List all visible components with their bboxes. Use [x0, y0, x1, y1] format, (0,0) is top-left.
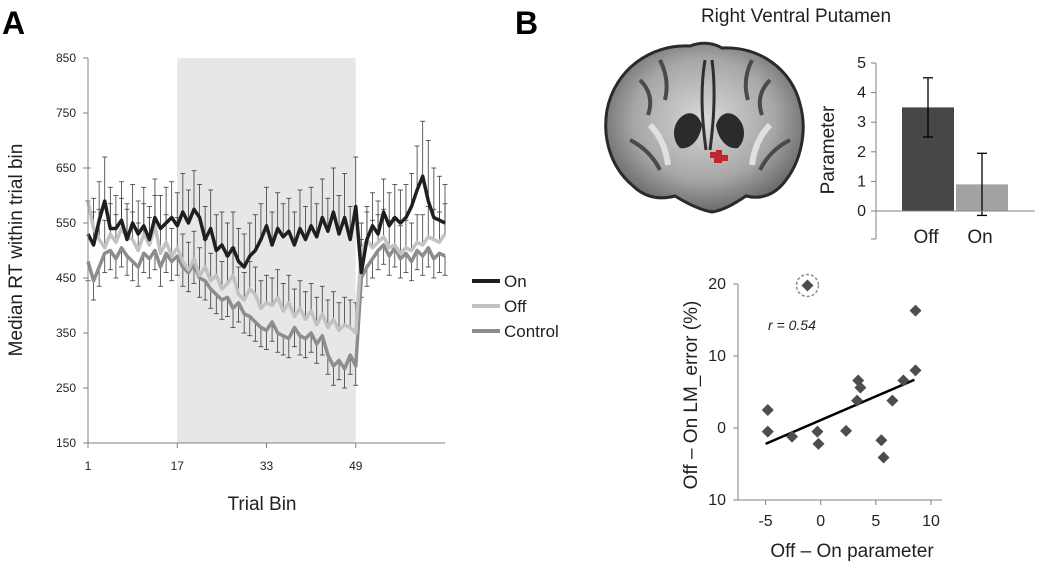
legend: On Off Control: [472, 272, 559, 341]
scatter-point: [786, 430, 799, 443]
scatter-y-tick-label: 10: [708, 492, 726, 509]
scatter-point: [909, 304, 922, 317]
x-tick-label: 17: [171, 459, 185, 473]
bar-y-tick-label: 0: [857, 203, 866, 220]
bar-y-tick-label: 2: [857, 144, 866, 161]
scatter-point: [909, 364, 922, 377]
y-tick-label: 150: [56, 436, 76, 450]
y-tick-label: 650: [56, 161, 76, 175]
y-tick-label: 550: [56, 216, 76, 230]
y-tick-label: 350: [56, 326, 76, 340]
scatter-point-outlier: [801, 279, 814, 292]
x-tick-label: 33: [260, 459, 274, 473]
scatter-point: [877, 451, 890, 464]
y-axis-label: Median RT within trial bin: [6, 144, 27, 357]
bar-y-tick-label: 1: [857, 173, 866, 190]
scatter-point: [886, 394, 899, 407]
series-line-on: [86, 174, 446, 275]
scatter-x-tick-label: -5: [758, 513, 772, 530]
x-axis-label: Trial Bin: [228, 494, 297, 515]
scatter-point: [812, 437, 825, 450]
scatter-x-tick-label: 0: [816, 513, 825, 530]
scatter-point: [761, 404, 774, 416]
legend-label-off: Off: [504, 297, 527, 316]
scatter-x-tick-label: 10: [922, 513, 940, 530]
scatter-x-axis-label: Off – On parameter: [770, 541, 934, 562]
panel-letter-a: A: [2, 5, 25, 41]
series-line-off: [86, 200, 447, 335]
bar-category-label: On: [967, 227, 992, 248]
regression-line: [765, 378, 915, 445]
bar-y-tick-label: 4: [857, 85, 866, 102]
bar-y-axis-label: Parameter: [818, 105, 839, 194]
rt-line-chart: 150 250 350 450 550 650 750 850 1 17 33 49 Median R…: [6, 51, 559, 515]
scatter-y-tick-label: 20: [708, 276, 726, 293]
x-tick-label: 1: [85, 459, 92, 473]
scatter-point: [875, 434, 888, 447]
y-tick-label: 450: [56, 271, 76, 285]
y-tick-label: 250: [56, 381, 76, 395]
scatter-points: [761, 279, 922, 464]
scatter-point: [851, 394, 864, 407]
parameter-bar-chart: Off On 0 1 2 3 4 5 Parameter: [818, 55, 1035, 248]
x-tick-label: 49: [349, 459, 363, 473]
bar-y-tick-label: 3: [857, 114, 866, 131]
bar-category-label: Off: [914, 227, 940, 248]
correlation-annotation: r = 0.54: [768, 317, 816, 333]
roi-highlight: [710, 152, 716, 158]
panel-b-title: Right Ventral Putamen: [701, 6, 891, 27]
panel-letter-b: B: [515, 5, 538, 41]
shaded-block-region: [177, 58, 356, 443]
legend-label-on: On: [504, 272, 527, 291]
scatter-y-axis-label: Off – On LM_error (%): [681, 301, 702, 490]
y-tick-label: 750: [56, 106, 76, 120]
scatter-y-tick-label: 0: [717, 420, 726, 437]
scatter-x-tick-label: 5: [871, 513, 880, 530]
series-lines: [86, 174, 447, 371]
difference-scatter-plot: 20 10 0 10 -5 0 5 10 r = 0.54 Off – On LM_error…: [681, 273, 942, 562]
series-line-control: [86, 243, 446, 371]
bars: Off On: [902, 107, 1008, 248]
bar-error-bars: [923, 77, 987, 217]
scatter-point: [761, 425, 774, 438]
legend-label-control: Control: [504, 322, 559, 341]
scatter-point: [897, 374, 910, 387]
coronal-brain-slice-icon: [604, 41, 805, 214]
scatter-point: [840, 424, 853, 437]
scatter-y-tick-label: 10: [708, 348, 726, 365]
scatter-point: [811, 425, 824, 438]
scatter-point: [854, 381, 867, 394]
outlier-circle: [795, 273, 820, 298]
y-tick-label: 850: [56, 51, 76, 65]
bar-y-tick-label: 5: [857, 55, 866, 72]
